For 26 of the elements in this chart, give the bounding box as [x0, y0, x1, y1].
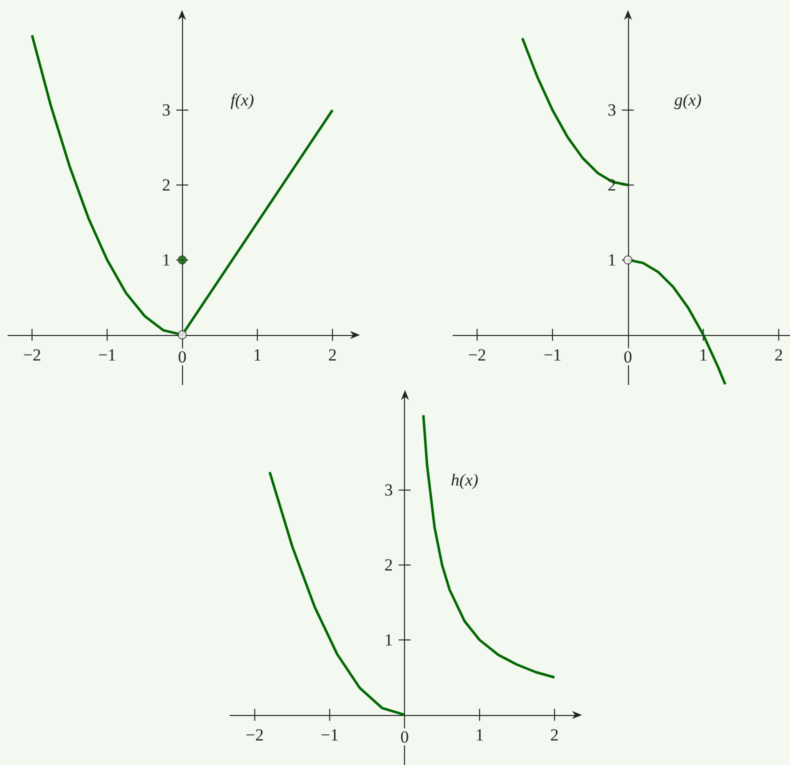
x-tick-label: 1	[253, 345, 262, 364]
x-tick-label: −1	[320, 725, 339, 744]
x-tick-label: 0	[400, 727, 409, 746]
x-tick-label: 2	[774, 345, 783, 364]
y-tick-label: 1	[608, 250, 616, 270]
x-tick-label: 1	[699, 345, 708, 364]
x-tick-label: 0	[178, 347, 186, 366]
x-tick-label: −2	[22, 345, 42, 364]
x-tick-label: 0	[624, 347, 632, 366]
y-tick-label: 3	[162, 100, 170, 120]
y-tick-label: 1	[384, 630, 393, 650]
x-tick-label: −1	[98, 345, 116, 364]
annotation: g(x)	[674, 90, 702, 110]
annotation: f(x)	[230, 90, 254, 110]
y-tick-label: 3	[608, 100, 616, 120]
y-tick-label: 2	[162, 176, 170, 195]
x-tick-label: −2	[246, 725, 264, 744]
x-tick-label: −2	[468, 345, 486, 364]
annotation: h(x)	[450, 470, 479, 490]
x-tick-label: 1	[475, 725, 484, 744]
y-tick-label: 1	[162, 250, 170, 270]
x-tick-label: 2	[328, 345, 337, 364]
x-tick-label: −1	[543, 345, 562, 364]
y-tick-label: 3	[384, 480, 393, 500]
x-tick-label: 2	[550, 725, 559, 744]
y-tick-label: 2	[384, 556, 393, 575]
